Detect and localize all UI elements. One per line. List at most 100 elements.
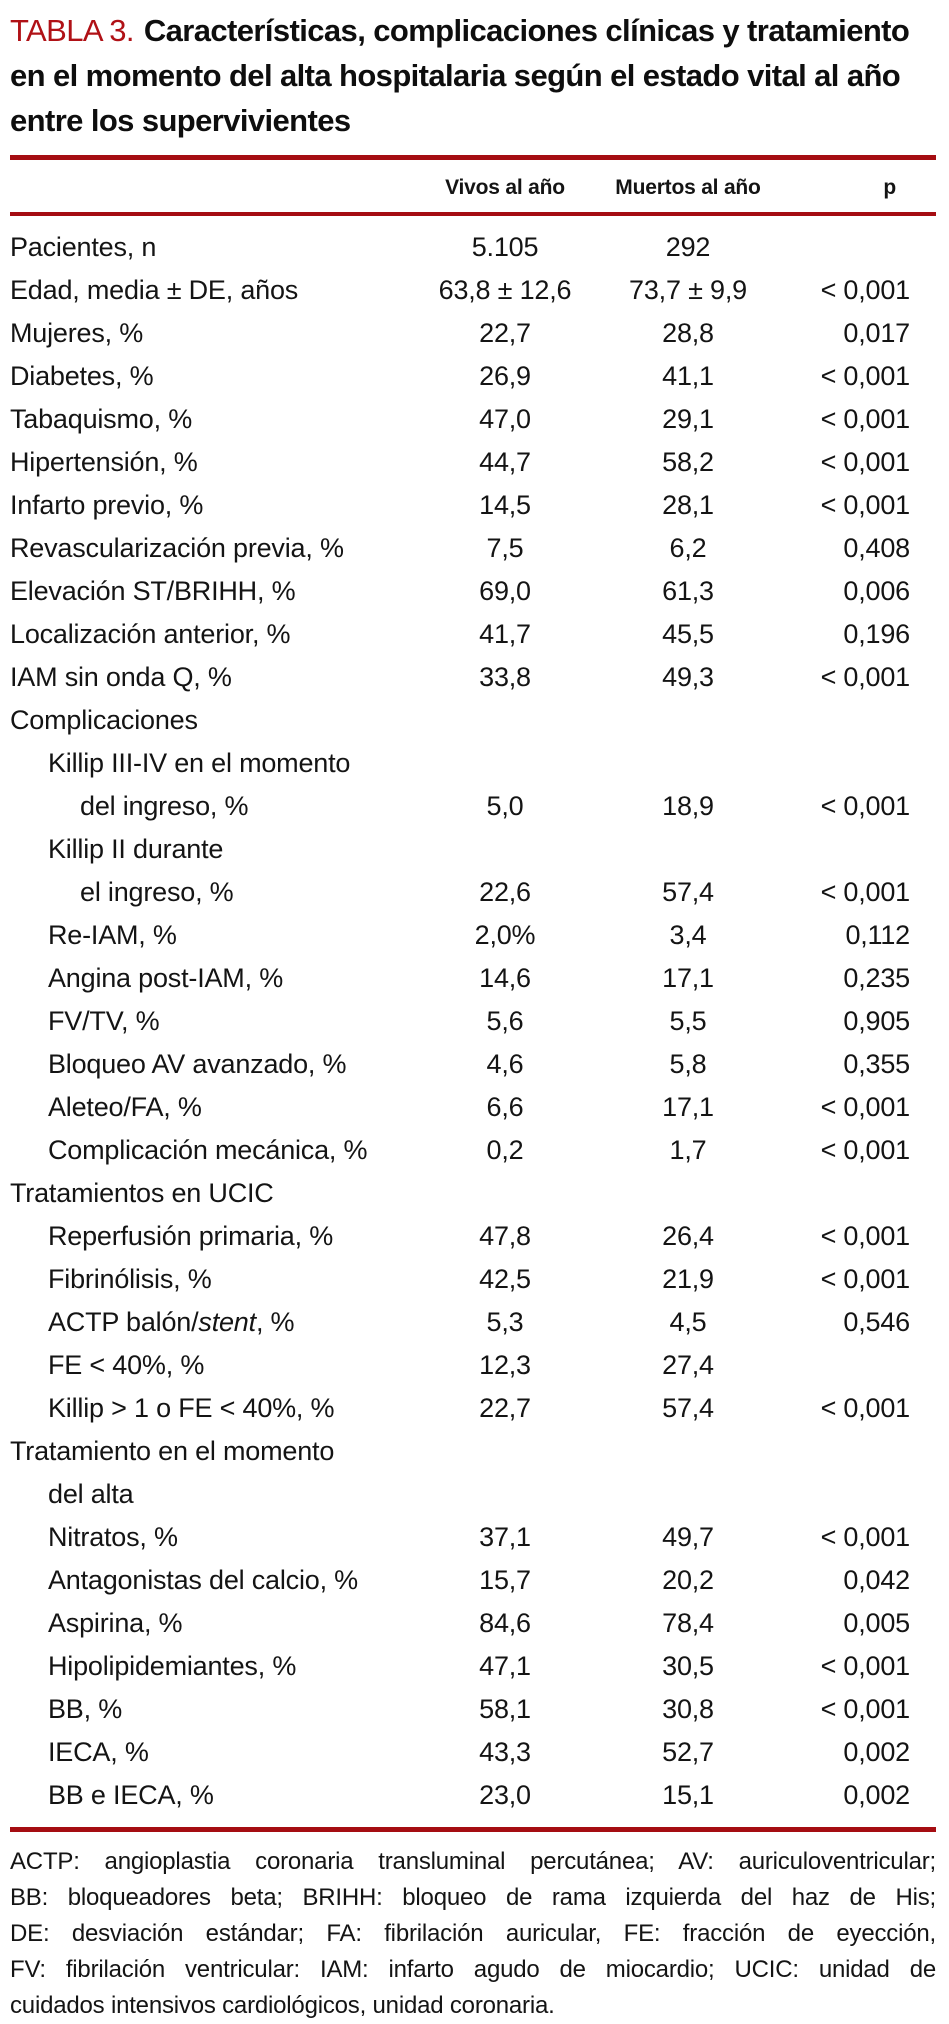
value-muertos: 78,4 <box>662 1608 714 1638</box>
col-header-empty <box>10 155 420 216</box>
value-p: 0,355 <box>843 1049 910 1079</box>
value-muertos: 49,3 <box>662 662 714 692</box>
data-table: Vivos al año Muertos al año p Pacientes,… <box>10 155 936 1817</box>
value-vivos: 5,6 <box>486 1006 524 1036</box>
col-header-p: p <box>786 155 936 216</box>
value-p: < 0,001 <box>820 1135 911 1165</box>
row-label: del alta <box>48 1479 134 1509</box>
value-vivos: 0,2 <box>486 1135 524 1165</box>
value-vivos: 37,1 <box>479 1522 531 1552</box>
row-label: Antagonistas del calcio, % <box>48 1565 358 1595</box>
value-vivos: 33,8 <box>479 662 531 692</box>
value-p <box>786 1344 936 1387</box>
value-p <box>786 214 936 269</box>
value-p: < 0,001 <box>820 404 911 434</box>
value-vivos <box>420 742 590 785</box>
value-p: < 0,001 <box>820 1221 911 1251</box>
value-muertos: 57,4 <box>662 877 714 907</box>
table-row: BB e IECA, % 23,0 15,1 0,002 <box>10 1774 936 1817</box>
value-muertos: 1,7 <box>669 1135 707 1165</box>
value-p: < 0,001 <box>820 662 911 692</box>
value-p <box>786 742 936 785</box>
row-label: Killip > 1 o FE < 40%, % <box>48 1393 335 1423</box>
table-row: Complicación mecánica, % 0,2 1,7 < 0,001 <box>10 1129 936 1172</box>
value-p: 0,235 <box>843 963 910 993</box>
value-vivos: 43,3 <box>479 1737 531 1767</box>
table-row: Infarto previo, % 14,5 28,1 < 0,001 <box>10 484 936 527</box>
value-muertos: 30,5 <box>662 1651 714 1681</box>
value-vivos: 23,0 <box>479 1780 531 1810</box>
value-muertos: 61,3 <box>662 576 714 606</box>
value-p: < 0,001 <box>820 1651 911 1681</box>
table-number-label: TABLA 3. <box>10 13 134 48</box>
row-label: FV/TV, % <box>48 1006 160 1036</box>
value-muertos: 20,2 <box>662 1565 714 1595</box>
value-muertos: 58,2 <box>662 447 714 477</box>
value-p: 0,017 <box>843 318 910 348</box>
row-label: Edad, media ± DE, años <box>10 275 299 305</box>
row-label: Revascularización previa, % <box>10 533 344 563</box>
value-muertos <box>590 1172 786 1215</box>
row-label: el ingreso, % <box>80 877 234 907</box>
footnote-line: DE: desviación estándar; FA: fibrilación… <box>10 1920 936 1947</box>
value-p: < 0,001 <box>820 877 911 907</box>
row-label: Aleteo/FA, % <box>48 1092 202 1122</box>
value-vivos: 58,1 <box>479 1694 531 1724</box>
value-vivos: 69,0 <box>479 576 531 606</box>
row-label: Killip III-IV en el momento <box>48 748 351 778</box>
col-header-vivos: Vivos al año <box>420 155 590 216</box>
value-muertos: 15,1 <box>662 1780 714 1810</box>
value-muertos: 28,1 <box>662 490 714 520</box>
value-muertos: 45,5 <box>662 619 714 649</box>
value-vivos: 63,8 ± 12,6 <box>438 275 572 305</box>
value-p <box>786 699 936 742</box>
row-label: Fibrinólisis, % <box>48 1264 212 1294</box>
value-p: < 0,001 <box>820 447 911 477</box>
table-row: Pacientes, n 5.105 292 <box>10 214 936 269</box>
value-p: 0,546 <box>843 1307 910 1337</box>
value-p: 0,408 <box>843 533 910 563</box>
value-muertos: 5,8 <box>669 1049 707 1079</box>
value-vivos: 44,7 <box>479 447 531 477</box>
value-vivos <box>420 1172 590 1215</box>
table-row: Edad, media ± DE, años 63,8 ± 12,6 73,7 … <box>10 269 936 312</box>
value-vivos: 7,5 <box>486 533 524 563</box>
row-label: ACTP balón/stent, % <box>48 1307 295 1337</box>
value-p: 0,005 <box>843 1608 910 1638</box>
table-row: el ingreso, % 22,6 57,4 < 0,001 <box>10 871 936 914</box>
value-vivos: 42,5 <box>479 1264 531 1294</box>
value-vivos: 26,9 <box>479 361 531 391</box>
table-row: del alta <box>10 1473 936 1516</box>
table-row: Diabetes, % 26,9 41,1 < 0,001 <box>10 355 936 398</box>
table-row: FV/TV, % 5,6 5,5 0,905 <box>10 1000 936 1043</box>
footnote-line: FV: fibrilación ventricular: IAM: infart… <box>10 1956 936 1983</box>
value-vivos: 84,6 <box>479 1608 531 1638</box>
value-muertos: 27,4 <box>662 1350 714 1380</box>
value-vivos: 47,1 <box>479 1651 531 1681</box>
value-p: 0,905 <box>843 1006 910 1036</box>
table-row: BB, % 58,1 30,8 < 0,001 <box>10 1688 936 1731</box>
value-vivos: 5,0 <box>486 791 524 821</box>
value-vivos: 5,3 <box>486 1307 524 1337</box>
table-row: Aleteo/FA, % 6,6 17,1 < 0,001 <box>10 1086 936 1129</box>
value-p <box>786 828 936 871</box>
table-row: Killip II durante <box>10 828 936 871</box>
value-muertos: 26,4 <box>662 1221 714 1251</box>
row-label: Hipertensión, % <box>10 447 198 477</box>
table-row: del ingreso, % 5,0 18,9 < 0,001 <box>10 785 936 828</box>
value-vivos: 12,3 <box>479 1350 531 1380</box>
table-row: Tratamiento en el momento <box>10 1430 936 1473</box>
footnote-line: BB: bloqueadores beta; BRIHH: bloqueo de… <box>10 1884 936 1911</box>
value-p: < 0,001 <box>820 490 911 520</box>
row-label: Tratamientos en UCIC <box>10 1178 274 1208</box>
row-label: IECA, % <box>48 1737 149 1767</box>
value-vivos: 6,6 <box>486 1092 524 1122</box>
table-row: ACTP balón/stent, % 5,3 4,5 0,546 <box>10 1301 936 1344</box>
value-muertos: 17,1 <box>662 1092 714 1122</box>
table-row: Localización anterior, % 41,7 45,5 0,196 <box>10 613 936 656</box>
value-muertos <box>590 742 786 785</box>
value-muertos <box>590 699 786 742</box>
value-muertos: 49,7 <box>662 1522 714 1552</box>
table-row: Tratamientos en UCIC <box>10 1172 936 1215</box>
